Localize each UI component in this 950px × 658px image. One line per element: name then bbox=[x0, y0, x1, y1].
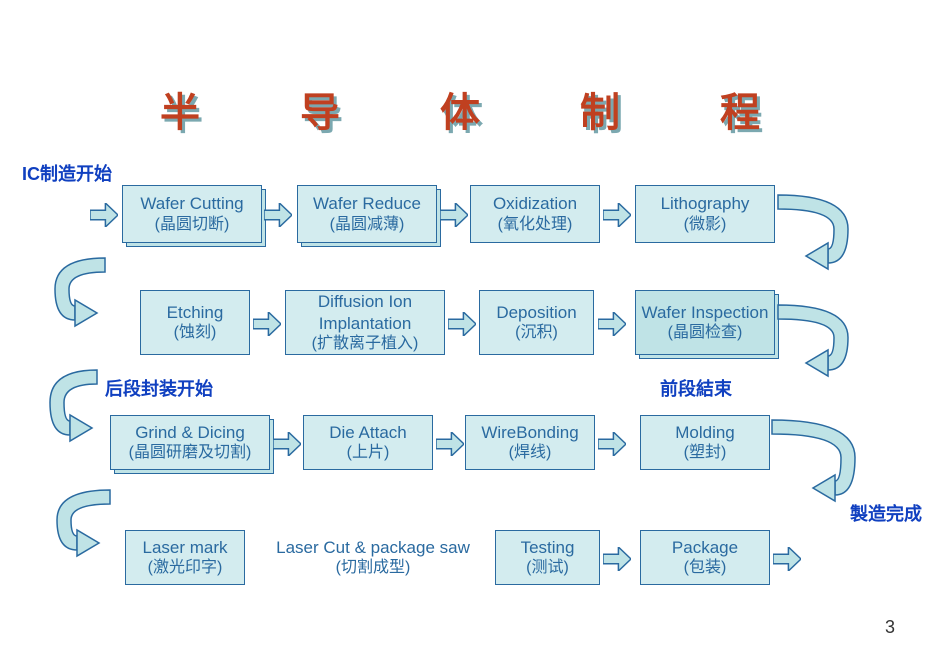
node-zh-label: (氧化处理) bbox=[498, 215, 573, 235]
node-en-label: Laser mark bbox=[142, 537, 227, 558]
node-en-label: Diffusion Ion Implantation bbox=[286, 291, 444, 334]
arrow-icon bbox=[90, 203, 118, 227]
arrow-icon bbox=[598, 312, 626, 336]
annotation-start: IC制造开始 bbox=[22, 160, 112, 186]
node-en-label: Die Attach bbox=[329, 422, 407, 443]
node-en-label: Wafer Inspection bbox=[642, 302, 769, 323]
node-laser-mark: Laser mark(激光印字) bbox=[125, 530, 245, 585]
annotation-frontend: 前段結束 bbox=[660, 375, 732, 401]
node-deposition: Deposition(沉积) bbox=[479, 290, 594, 355]
node-diffusion: Diffusion Ion Implantation(扩散离子植入) bbox=[285, 290, 445, 355]
node-en-label: Deposition bbox=[496, 302, 576, 323]
page-number: 3 bbox=[885, 617, 895, 638]
node-zh-label: (测试) bbox=[526, 558, 569, 578]
curve-arrow-icon bbox=[773, 300, 873, 395]
node-package: Package(包装) bbox=[640, 530, 770, 585]
node-laser-cut: Laser Cut & package saw(切割成型) bbox=[258, 530, 488, 585]
page-title: 半 导 体 制 程 半 导 体 制 程 bbox=[0, 80, 950, 138]
node-en-label: Lithography bbox=[661, 193, 750, 214]
node-en-label: Testing bbox=[521, 537, 575, 558]
node-oxidization: Oxidization(氧化处理) bbox=[470, 185, 600, 243]
node-wafer-cutting: Wafer Cutting(晶圆切断) bbox=[122, 185, 262, 243]
title-main: 半 导 体 制 程 bbox=[160, 91, 790, 135]
node-zh-label: (微影) bbox=[684, 215, 727, 235]
node-zh-label: (焊线) bbox=[509, 443, 552, 463]
node-molding: Molding(塑封) bbox=[640, 415, 770, 470]
node-grind-dicing: Grind & Dicing(晶圆研磨及切割) bbox=[110, 415, 270, 470]
node-zh-label: (沉积) bbox=[515, 323, 558, 343]
arrow-icon bbox=[603, 203, 631, 227]
arrow-icon bbox=[603, 547, 631, 571]
node-en-label: Grind & Dicing bbox=[135, 422, 245, 443]
node-wire-bonding: WireBonding(焊线) bbox=[465, 415, 595, 470]
arrow-icon bbox=[273, 432, 301, 456]
node-die-attach: Die Attach(上片) bbox=[303, 415, 433, 470]
node-en-label: Etching bbox=[167, 302, 224, 323]
curve-arrow-icon bbox=[25, 365, 102, 460]
arrow-icon bbox=[773, 547, 801, 571]
node-en-label: Molding bbox=[675, 422, 735, 443]
node-zh-label: (晶圆检查) bbox=[668, 323, 743, 343]
arrow-icon bbox=[440, 203, 468, 227]
arrow-icon bbox=[264, 203, 292, 227]
node-zh-label: (晶圆研磨及切割) bbox=[129, 443, 252, 463]
arrow-icon bbox=[253, 312, 281, 336]
node-zh-label: (扩散离子植入) bbox=[312, 334, 419, 354]
node-en-label: Laser Cut & package saw bbox=[276, 537, 470, 558]
node-wafer-inspection: Wafer Inspection(晶圆检查) bbox=[635, 290, 775, 355]
curve-arrow-icon bbox=[773, 190, 873, 288]
arrow-icon bbox=[598, 432, 626, 456]
arrow-icon bbox=[448, 312, 476, 336]
node-en-label: WireBonding bbox=[481, 422, 578, 443]
node-zh-label: (晶圆减薄) bbox=[330, 215, 405, 235]
node-zh-label: (蚀刻) bbox=[174, 323, 217, 343]
node-en-label: Wafer Reduce bbox=[313, 193, 421, 214]
node-zh-label: (上片) bbox=[347, 443, 390, 463]
node-wafer-reduce: Wafer Reduce(晶圆减薄) bbox=[297, 185, 437, 243]
annotation-backend: 后段封装开始 bbox=[105, 375, 213, 401]
node-en-label: Oxidization bbox=[493, 193, 577, 214]
node-zh-label: (塑封) bbox=[684, 443, 727, 463]
node-en-label: Wafer Cutting bbox=[140, 193, 243, 214]
node-zh-label: (切割成型) bbox=[336, 558, 411, 578]
node-zh-label: (激光印字) bbox=[148, 558, 223, 578]
arrow-icon bbox=[436, 432, 464, 456]
node-zh-label: (包装) bbox=[684, 558, 727, 578]
node-en-label: Package bbox=[672, 537, 738, 558]
curve-arrow-icon bbox=[32, 485, 115, 575]
node-etching: Etching(蚀刻) bbox=[140, 290, 250, 355]
node-testing: Testing(测试) bbox=[495, 530, 600, 585]
node-lithography: Lithography(微影) bbox=[635, 185, 775, 243]
curve-arrow-icon bbox=[30, 253, 110, 345]
curve-arrow-icon bbox=[767, 415, 880, 520]
node-zh-label: (晶圆切断) bbox=[155, 215, 230, 235]
